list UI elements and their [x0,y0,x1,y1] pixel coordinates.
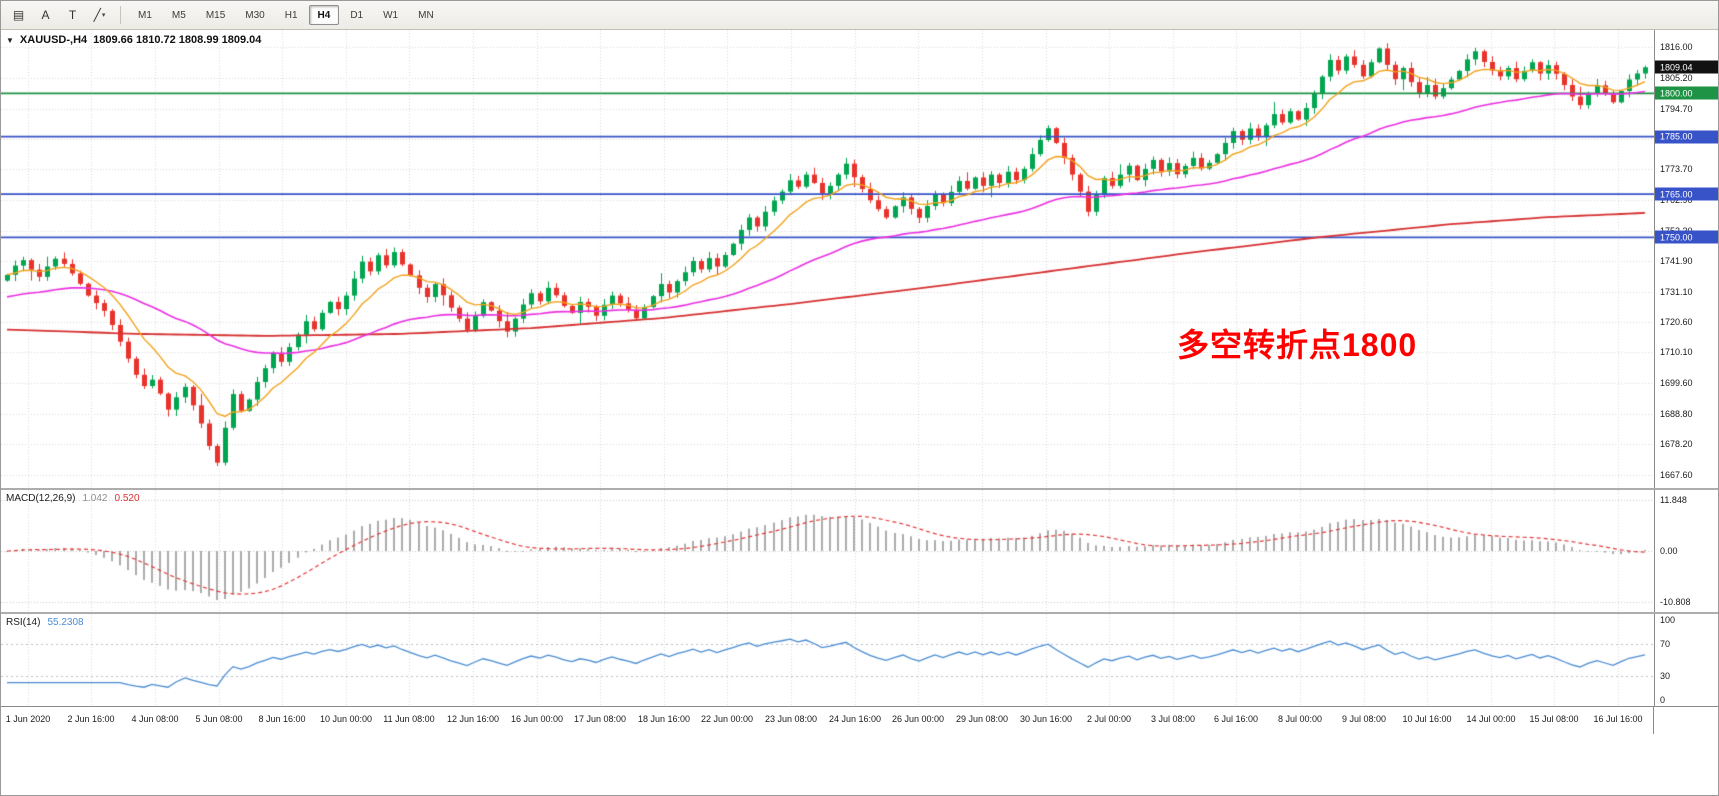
time-axis-label: 26 Jun 00:00 [891,714,945,724]
timeframe-button-w1[interactable]: W1 [374,5,407,25]
symbol-label: XAUUSD-,H4 [19,34,88,46]
timeframe-button-mn[interactable]: MN [409,5,443,25]
toolbar: ▤ A T ╱ ▾ M1 M5 M15 M30 H1 H4 D1 W1 MN [1,1,1718,30]
timeframe-button-h4[interactable]: H4 [308,5,340,25]
timeframe-button-d1[interactable]: D1 [341,5,372,25]
time-axis-label: 16 Jul 16:00 [1593,714,1643,724]
time-axis-label: 30 Jun 16:00 [1019,714,1073,724]
price-axis-label: 1816.00 [1660,42,1693,53]
price-axis-label: 1805.20 [1660,73,1693,84]
rsi-axis-label: 30 [1660,671,1671,681]
symbol-info-line: ▼ XAUUSD-,H4 1809.66 1810.72 1808.99 180… [6,34,261,46]
time-axis-label: 9 Jul 08:00 [1341,714,1387,724]
time-axis-label: 2 Jul 00:00 [1086,714,1132,724]
macd-label: MACD(12,26,9) [6,493,76,504]
pane-splitter[interactable] [1,488,1718,490]
timeframe-button-h1[interactable]: H1 [276,5,307,25]
time-axis-label: 8 Jul 00:00 [1277,714,1323,724]
time-axis-label: 15 Jul 08:00 [1529,714,1579,724]
rsi-pane: RSI(14) 55.2308 100 70 30 0 [1,614,1718,706]
price-axis-label: 1752.30 [1660,226,1693,236]
pane-splitter[interactable] [1,612,1718,614]
hline-price-tag: 1785.00 [1655,130,1718,144]
hline-price-tag: 1750.00 [1655,230,1718,244]
windows-button[interactable]: ▤ [6,4,31,26]
text-tool-icon: T [68,8,77,22]
time-axis-label: 17 Jun 08:00 [573,714,627,724]
time-axis-label: 18 Jun 16:00 [637,714,691,724]
macd-axis-label: 0.00 [1660,546,1678,556]
price-axis-label: 1667.60 [1660,469,1693,480]
time-axis-label: 22 Jun 00:00 [700,714,754,724]
price-axis-label: 1741.90 [1660,255,1693,266]
axis-divider [1653,707,1654,734]
time-axis-label: 24 Jun 16:00 [828,714,882,724]
hline-price-tag: 1800.00 [1655,86,1718,100]
main-chart-pane: ▼ XAUUSD-,H4 1809.66 1810.72 1808.99 180… [1,30,1718,488]
macd-canvas[interactable] [1,490,1655,612]
rsi-axis-label: 0 [1660,695,1666,705]
font-tool-icon: A [41,8,50,22]
time-axis-label: 3 Jul 08:00 [1150,714,1196,724]
macd-header: MACD(12,26,9) 1.042 0.520 [6,493,140,504]
price-axis-label: 1678.20 [1660,439,1693,450]
price-axis-label: 1720.60 [1660,317,1693,328]
hline-price-tag: 1765.00 [1655,187,1718,201]
price-axis-label: 1699.60 [1660,377,1693,388]
rsi-axis-label: 70 [1660,639,1671,649]
main-chart-canvas[interactable] [1,30,1655,488]
time-axis-label: 5 Jun 08:00 [195,714,243,724]
time-axis-label: 1 Jun 2020 [5,714,51,724]
macd-pane: MACD(12,26,9) 1.042 0.520 11.848 0.00 -10.… [1,490,1718,612]
bottom-blank-area [1,734,1718,795]
rsi-axis[interactable]: 100 70 30 0 [1654,614,1718,706]
font-tool-button[interactable]: A [33,4,58,26]
timeframe-button-m30[interactable]: M30 [236,5,273,25]
time-axis-label: 8 Jun 16:00 [258,714,306,724]
text-tool-button[interactable]: T [60,4,85,26]
time-axis-label: 14 Jul 00:00 [1466,714,1516,724]
expand-arrow-icon[interactable]: ▼ [6,35,14,45]
macd-value-signal: 0.520 [114,493,140,504]
macd-axis[interactable]: 11.848 0.00 -10.808 [1654,490,1718,612]
time-axis[interactable]: 1 Jun 2020 2 Jun 16:00 4 Jun 08:00 5 Jun 08… [1,706,1718,734]
macd-axis-label: -10.808 [1660,597,1691,607]
rsi-axis-label: 100 [1660,615,1676,625]
price-axis-label: 1688.80 [1660,408,1693,419]
macd-axis-label: 11.848 [1660,495,1687,505]
timeframe-button-m1[interactable]: M1 [129,5,161,25]
time-axis-label: 4 Jun 08:00 [131,714,179,724]
windows-icon: ▤ [12,8,25,22]
time-axis-label: 23 Jun 08:00 [764,714,818,724]
time-axis-label: 6 Jul 16:00 [1213,714,1259,724]
rsi-value: 55.2308 [47,617,84,628]
price-axis-label: 1794.70 [1660,103,1693,114]
macd-value-main: 1.042 [82,493,108,504]
chart-annotation-text: 多空转折点1800 [1177,327,1418,363]
ohlc-values: 1809.66 1810.72 1808.99 1809.04 [93,34,262,46]
price-axis[interactable]: 1816.001805.201794.701773.701762.901752.… [1654,30,1718,488]
time-axis-label: 16 Jun 00:00 [510,714,564,724]
time-axis-label: 11 Jun 08:00 [383,714,435,724]
time-axis-label: 2 Jun 16:00 [67,714,115,724]
rsi-header: RSI(14) 55.2308 [6,617,84,628]
toolbar-separator [120,6,121,24]
dropdown-caret-icon: ▾ [101,12,106,19]
timeframe-button-m15[interactable]: M15 [197,5,234,25]
rsi-label: RSI(14) [6,617,41,628]
line-tools-button[interactable]: ╱ ▾ [87,4,112,26]
rsi-canvas[interactable] [1,614,1655,706]
time-axis-label: 29 Jun 08:00 [955,714,1009,724]
price-axis-label: 1731.10 [1660,286,1693,297]
price-axis-label: 1710.10 [1660,347,1693,358]
time-axis-label: 10 Jul 16:00 [1402,714,1452,724]
price-axis-label: 1773.70 [1660,164,1693,175]
time-axis-label: 10 Jun 00:00 [319,714,373,724]
time-axis-label: 12 Jun 16:00 [446,714,500,724]
timeframe-button-m5[interactable]: M5 [163,5,195,25]
current-price-tag: 1809.04 [1655,60,1718,74]
line-tools-icon: ╱ [93,8,101,22]
